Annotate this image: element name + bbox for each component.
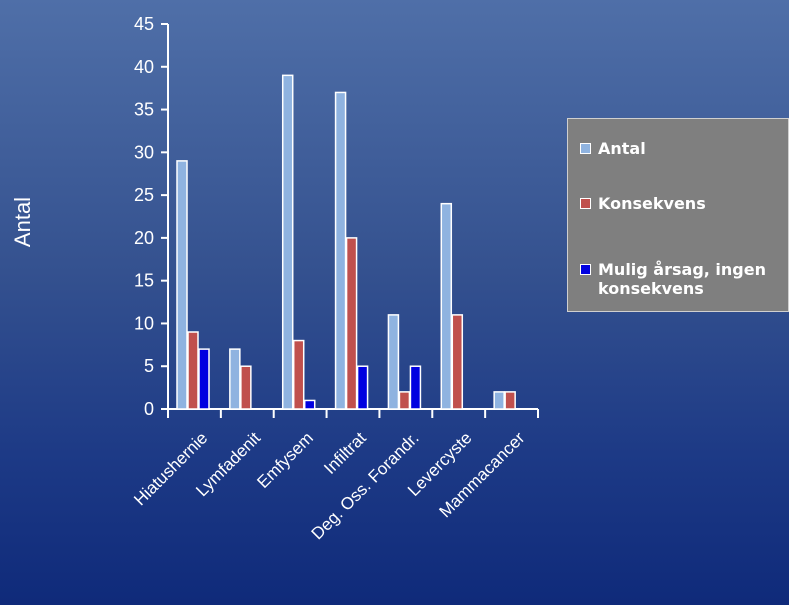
bars	[176, 74, 516, 410]
legend-item-mulig-arsag: Mulig årsag, ingen konsekvens	[580, 260, 785, 298]
bar-antal-1	[229, 348, 241, 410]
bar-konsekvens-6	[504, 391, 516, 410]
bar-mulig-3	[356, 365, 369, 410]
bar-konsekvens-2	[292, 339, 305, 410]
y-tick-label: 15	[134, 271, 154, 291]
legend-swatch-mulig-arsag	[580, 264, 591, 275]
legend-swatch-konsekvens	[580, 198, 591, 209]
bar-mulig-0	[198, 348, 210, 410]
legend-item-antal: Antal	[580, 139, 646, 158]
y-tick-label: 40	[134, 57, 154, 77]
legend-swatch-antal	[580, 143, 591, 154]
bar-konsekvens-3	[345, 237, 358, 410]
y-tick-label: 20	[134, 228, 154, 248]
legend-item-konsekvens: Konsekvens	[580, 194, 706, 213]
y-tick-label: 0	[144, 399, 154, 419]
bar-mulig-4	[409, 365, 422, 410]
y-tick-label: 25	[134, 185, 154, 205]
y-tick-label: 5	[144, 356, 154, 376]
y-tick-label: 30	[134, 142, 154, 162]
bar-antal-5	[440, 202, 453, 410]
y-tick-label: 35	[134, 100, 154, 120]
legend: Antal Konsekvens Mulig årsag, ingen kons…	[567, 118, 789, 312]
x-tick-label: Emfysem	[253, 428, 317, 492]
bar-antal-0	[176, 160, 188, 410]
legend-label-antal: Antal	[598, 139, 646, 158]
bar-konsekvens-1	[240, 365, 252, 410]
bar-antal-2	[281, 74, 294, 410]
y-tick-label: 10	[134, 313, 154, 333]
x-tick-label: Hiatushernie	[130, 428, 211, 509]
bar-antal-3	[334, 91, 347, 410]
bar-mulig-2	[303, 399, 316, 410]
bar-antal-6	[493, 391, 505, 410]
legend-label-mulig-arsag: Mulig årsag, ingen konsekvens	[598, 260, 766, 298]
bar-konsekvens-0	[187, 331, 199, 410]
x-tick-label: Infiltrat	[320, 428, 370, 478]
bar-antal-4	[387, 314, 400, 410]
legend-label-konsekvens: Konsekvens	[598, 194, 706, 213]
y-axis-label: Antal	[10, 197, 35, 247]
bar-konsekvens-5	[451, 314, 464, 410]
bar-konsekvens-4	[398, 391, 411, 410]
y-tick-label: 45	[134, 14, 154, 34]
y-axis-ticks: 0 5 10 15 20 25 30 35 40 45	[134, 14, 168, 419]
